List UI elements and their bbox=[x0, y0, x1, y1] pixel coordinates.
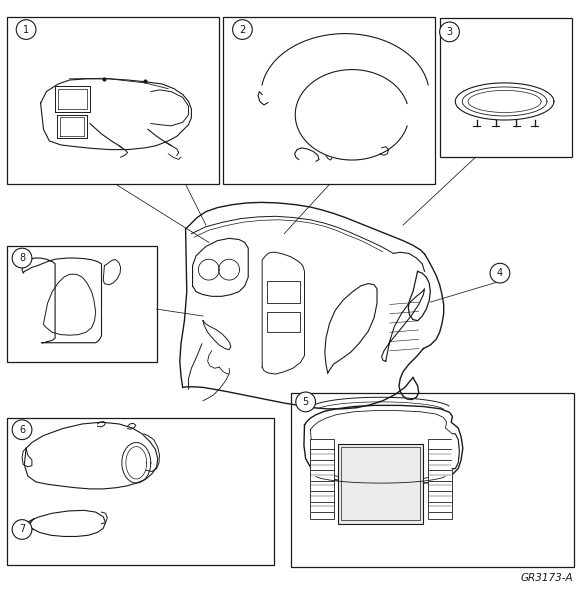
Circle shape bbox=[233, 20, 252, 39]
Circle shape bbox=[12, 248, 32, 268]
Bar bbox=[341, 447, 420, 520]
Text: 1: 1 bbox=[23, 24, 29, 35]
Bar bbox=[267, 281, 300, 303]
Text: 7: 7 bbox=[19, 525, 25, 534]
Polygon shape bbox=[452, 434, 459, 469]
Bar bbox=[338, 444, 423, 524]
Circle shape bbox=[12, 420, 32, 440]
Text: 3: 3 bbox=[447, 27, 452, 37]
Text: 8: 8 bbox=[19, 253, 25, 263]
Text: 5: 5 bbox=[303, 397, 309, 407]
Bar bbox=[7, 418, 274, 565]
Bar bbox=[7, 246, 157, 362]
Bar bbox=[428, 439, 452, 519]
Circle shape bbox=[12, 519, 32, 539]
Text: 6: 6 bbox=[19, 425, 25, 435]
Bar bbox=[7, 17, 219, 184]
Circle shape bbox=[296, 392, 316, 412]
Text: 2: 2 bbox=[240, 24, 245, 35]
Circle shape bbox=[16, 20, 36, 39]
Bar bbox=[267, 312, 300, 332]
Bar bbox=[223, 17, 435, 184]
Bar bbox=[440, 18, 572, 157]
Bar bbox=[310, 439, 333, 519]
Text: 4: 4 bbox=[497, 268, 503, 278]
Bar bbox=[291, 393, 574, 567]
Text: GR3173-A: GR3173-A bbox=[520, 573, 573, 583]
Circle shape bbox=[490, 263, 510, 283]
Circle shape bbox=[440, 22, 459, 42]
